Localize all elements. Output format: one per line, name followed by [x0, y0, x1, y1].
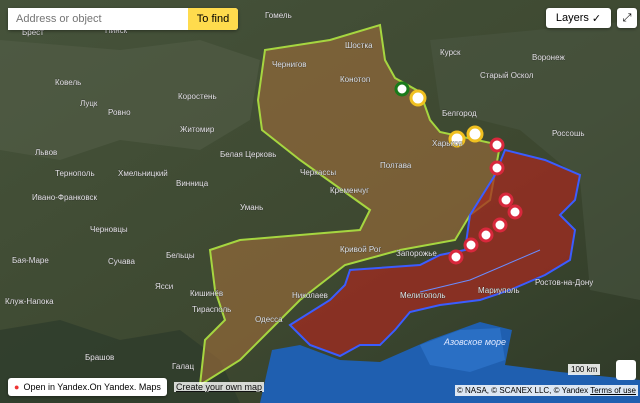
- city-label: Житомир: [180, 125, 215, 134]
- markers: [394, 81, 523, 265]
- marker[interactable]: [409, 89, 427, 107]
- city-label: Тирасполь: [192, 305, 231, 314]
- city-labels: Гомель Брест Пинск Шостка Чернигов Конот…: [5, 11, 594, 371]
- marker[interactable]: [478, 227, 494, 243]
- open-link-text: Open in Yandex.On Yandex. Maps: [23, 382, 161, 392]
- terrain-patch: [430, 20, 640, 300]
- marker[interactable]: [463, 237, 479, 253]
- marker[interactable]: [507, 204, 523, 220]
- layers-button[interactable]: Layers ✓: [546, 8, 611, 28]
- city-label: Клуж-Напока: [5, 297, 54, 306]
- city-label: Гомель: [265, 11, 292, 20]
- marker[interactable]: [489, 160, 505, 176]
- city-label: Львов: [35, 148, 57, 157]
- city-label: Шостка: [345, 41, 373, 50]
- marker[interactable]: [466, 125, 484, 143]
- create-map-link[interactable]: Create your own map: [174, 382, 265, 392]
- city-label: Ростов-на-Дону: [535, 278, 593, 287]
- city-label: Тернополь: [55, 169, 95, 178]
- city-label: Кривой Рог: [340, 245, 381, 254]
- city-label: Черкассы: [300, 168, 336, 177]
- city-label: Курск: [440, 48, 461, 57]
- city-label: Белая Церковь: [220, 150, 276, 159]
- city-label: Ясси: [155, 282, 173, 291]
- city-label: Винница: [176, 179, 209, 188]
- city-label: Николаев: [292, 291, 328, 300]
- city-label: Белгород: [442, 109, 477, 118]
- city-label: Пинск: [105, 26, 128, 35]
- city-label: Кременчуг: [330, 186, 369, 195]
- fullscreen-button[interactable]: ⤢: [617, 8, 637, 28]
- open-in-yandex[interactable]: ● Open in Yandex.On Yandex. Maps: [8, 378, 167, 396]
- marker[interactable]: [498, 192, 514, 208]
- search-input[interactable]: [8, 8, 188, 30]
- copyright-text: © NASA, © SCANEX LLC, © Yandex: [456, 386, 589, 395]
- city-label: Мариуполь: [478, 286, 520, 295]
- city-label: Харьков: [432, 139, 463, 148]
- city-label: Мелитополь: [400, 291, 446, 300]
- city-label: Луцк: [80, 99, 98, 108]
- border-line: [261, 129, 371, 211]
- city-label: Брест: [22, 28, 44, 37]
- city-label: Россошь: [552, 129, 585, 138]
- terrain-patch: [0, 40, 260, 160]
- search-button[interactable]: To find: [188, 8, 238, 30]
- search-bar: To find: [8, 8, 238, 30]
- marker[interactable]: [394, 81, 410, 97]
- sea-label: Азовское море: [443, 337, 506, 347]
- city-label: Воронеж: [532, 53, 565, 62]
- controlled-area: [198, 23, 502, 387]
- sea-azov: [420, 328, 505, 372]
- city-label: Ивано-Франковск: [32, 193, 97, 202]
- city-label: Полтава: [380, 161, 412, 170]
- city-label: Брашов: [85, 353, 114, 362]
- city-label: Умань: [240, 203, 263, 212]
- city-label: Коростень: [178, 92, 217, 101]
- city-label: Кишинёв: [190, 289, 223, 298]
- marker[interactable]: [492, 217, 508, 233]
- city-label: Хмельницкий: [118, 169, 168, 178]
- ruler-button[interactable]: [616, 360, 636, 380]
- scale-label: 100 km: [568, 364, 601, 375]
- city-label: Чернигов: [272, 60, 307, 69]
- city-label: Черновцы: [90, 225, 128, 234]
- city-label: Сучава: [108, 257, 136, 266]
- marker[interactable]: [448, 249, 464, 265]
- layers-label: Layers: [555, 12, 589, 24]
- copyright: © NASA, © SCANEX LLC, © Yandex Terms of …: [454, 385, 638, 396]
- city-label: Старый Оскол: [480, 71, 534, 80]
- city-label: Конотоп: [340, 75, 370, 84]
- marker[interactable]: [448, 130, 466, 148]
- marker[interactable]: [489, 137, 505, 153]
- city-label: Ровно: [108, 108, 131, 117]
- terms-link[interactable]: Terms of use: [590, 386, 636, 395]
- city-label: Бельцы: [166, 251, 195, 260]
- city-label: Запорожье: [396, 249, 437, 258]
- region-line: [419, 249, 541, 293]
- city-label: Бая-Маре: [12, 256, 49, 265]
- city-label: Одесса: [255, 315, 283, 324]
- city-label: Ковель: [55, 78, 81, 87]
- city-label: Галац: [172, 362, 194, 371]
